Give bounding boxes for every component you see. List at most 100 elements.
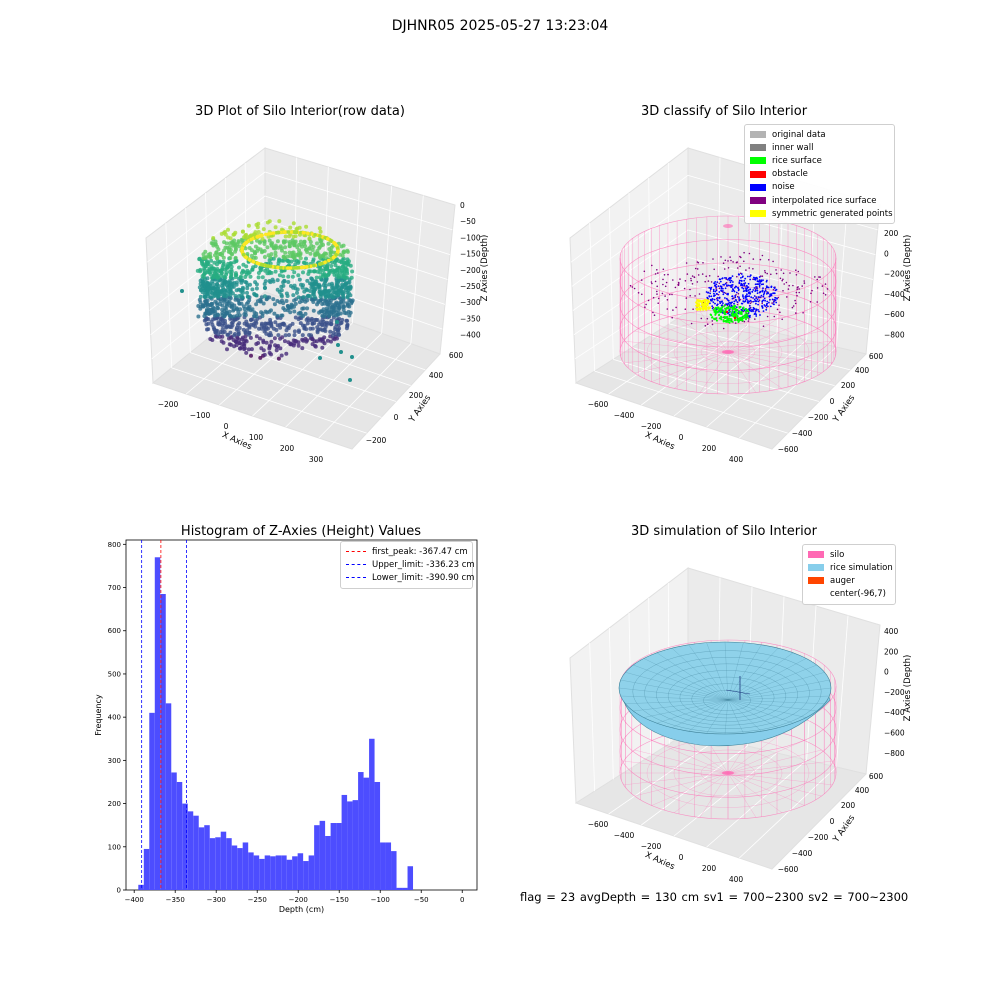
interpolated-point	[729, 256, 731, 258]
classify-xtick-label: −600	[588, 400, 609, 409]
silo-ring	[673, 749, 783, 797]
sim-ytick-label: 200	[841, 801, 856, 810]
noise-point	[711, 298, 714, 300]
data-point	[243, 275, 248, 279]
noise-point	[758, 286, 761, 288]
classify-legend-swatch	[750, 157, 766, 165]
noise-point	[761, 307, 764, 309]
noise-point	[714, 290, 717, 293]
data-point	[257, 336, 262, 341]
rice-surface-point	[731, 312, 734, 315]
sim-ytick-label: 400	[855, 786, 870, 795]
interpolated-point	[754, 318, 756, 320]
histogram-xtick-label: −350	[166, 896, 185, 904]
data-point	[346, 262, 351, 267]
data-point	[260, 263, 265, 267]
interpolated-point	[772, 260, 774, 263]
noise-point	[738, 296, 740, 299]
raw-xtick-label: −100	[190, 411, 211, 420]
interpolated-point	[701, 273, 704, 275]
grid-line	[190, 352, 382, 418]
data-point	[302, 231, 306, 235]
classify-legend-swatch	[750, 197, 766, 205]
data-point	[341, 273, 346, 278]
histogram-bar	[325, 835, 331, 890]
data-point	[324, 309, 329, 314]
data-point	[316, 252, 321, 257]
classify-legend-label: rice surface	[772, 155, 822, 166]
noise-point	[749, 314, 751, 317]
histogram-ylabel: Frequency	[94, 694, 103, 736]
histogram-ytick-label: 700	[108, 584, 121, 592]
rice-surface-point	[719, 310, 722, 313]
rice-surface-point	[740, 316, 743, 319]
data-point	[245, 294, 250, 299]
data-point	[310, 326, 315, 331]
interpolated-point	[795, 274, 798, 276]
data-point	[348, 298, 353, 303]
interpolated-point	[775, 272, 778, 275]
interpolated-point	[736, 261, 738, 263]
noise-point	[716, 281, 719, 283]
interpolated-point	[744, 286, 747, 288]
raw-ytick-label: 400	[429, 371, 444, 380]
data-point	[258, 355, 263, 360]
interpolated-point	[826, 288, 829, 290]
noise-point	[744, 282, 747, 284]
data-point	[279, 269, 284, 274]
interpolated-point	[801, 285, 803, 287]
noise-point	[755, 315, 758, 317]
histogram-bar	[330, 823, 337, 890]
noise-point	[712, 301, 715, 304]
histogram-ytick-label: 200	[108, 800, 121, 808]
histogram-plot: −400 −350 −300 −250 −200 −150 −100 −50 0 0 100 200 3…	[94, 539, 478, 914]
data-point	[327, 247, 332, 252]
data-point	[205, 259, 209, 264]
noise-point	[752, 276, 755, 279]
data-point	[196, 314, 201, 319]
interpolated-point	[727, 267, 730, 269]
noise-point	[763, 304, 766, 306]
interpolated-point	[795, 269, 797, 272]
noise-point	[715, 286, 717, 288]
classify-legend-label: obstacle	[772, 169, 808, 180]
noise-point	[720, 290, 723, 292]
silo-wireframe	[619, 215, 837, 395]
data-point	[215, 328, 219, 333]
data-point	[283, 230, 288, 234]
interpolated-point	[666, 299, 669, 301]
classify-legend-entry: interpolated rice surface	[750, 194, 889, 207]
data-point	[341, 243, 346, 248]
data-point	[318, 239, 323, 244]
data-point	[311, 285, 315, 290]
histogram-bar	[336, 823, 342, 890]
data-point	[243, 334, 248, 339]
classify-legend-label: symmetric generated points	[772, 208, 893, 219]
data-point	[241, 304, 246, 309]
noise-point	[713, 292, 715, 295]
noise-point	[758, 291, 761, 294]
noise-point	[758, 276, 761, 278]
symmetric-point	[703, 299, 706, 302]
interpolated-point	[693, 276, 696, 279]
noise-point	[765, 308, 768, 311]
noise-point	[764, 289, 767, 292]
classify-zlabel: Z Axies (Depth)	[903, 235, 913, 302]
noise-point	[723, 284, 726, 286]
noise-point	[746, 293, 748, 296]
interpolated-point	[651, 282, 653, 285]
rice-surface-point	[733, 304, 736, 307]
rice-surface-point	[718, 317, 721, 320]
interpolated-point	[717, 293, 720, 296]
interpolated-point	[667, 273, 669, 276]
noise-point	[747, 291, 750, 294]
interpolated-point	[706, 317, 709, 320]
data-point	[261, 301, 266, 306]
raw-ytick-label: 600	[449, 351, 464, 360]
noise-point	[756, 287, 758, 290]
noise-point	[735, 291, 738, 294]
histogram-xlabel: Depth (cm)	[279, 905, 324, 914]
rice-surface-point	[731, 306, 734, 309]
rice-surface-point	[743, 316, 746, 319]
data-point	[323, 289, 328, 294]
